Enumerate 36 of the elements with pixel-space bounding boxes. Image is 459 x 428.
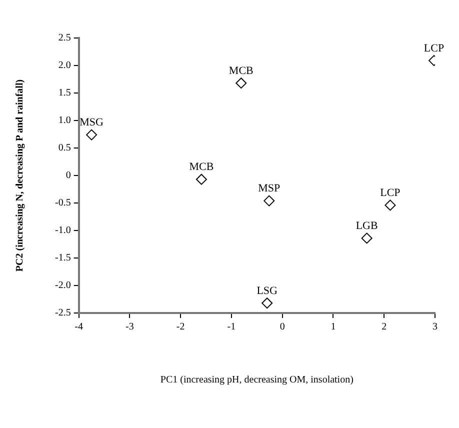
- annotation: LCP: [380, 187, 400, 200]
- y-tick-label: 1.5: [58, 88, 71, 99]
- y-tick-label: -0.5: [54, 198, 71, 209]
- y-tick-label: -1.5: [54, 252, 71, 264]
- y-tick-label: -1.0: [54, 225, 71, 236]
- annotation: LSG: [256, 284, 278, 297]
- x-tick-label: 0: [280, 322, 285, 333]
- annotation: MSP: [258, 182, 280, 195]
- annotation: MCB: [228, 64, 254, 77]
- point: [264, 195, 275, 206]
- point: [196, 174, 207, 185]
- y-tick-label: -2.5: [54, 308, 71, 319]
- x-tick-label: -2: [176, 322, 185, 333]
- y-tick-label: -2.0: [54, 280, 71, 292]
- annotation: MSG: [80, 116, 104, 129]
- y-axis-title: PC2 (increasing N, decreasing P and rainfall): [14, 79, 26, 272]
- annotation: LGB: [356, 220, 378, 232]
- point: [236, 78, 247, 89]
- point: [262, 298, 273, 309]
- x-tick-label: 2: [382, 322, 387, 333]
- annotation: LCP: [424, 42, 444, 54]
- x-tick-label: -4: [74, 322, 83, 333]
- y-tick-label: 0.5: [58, 142, 71, 154]
- y-tick-label: 1.0: [58, 115, 71, 126]
- x-tick-label: 3: [432, 322, 438, 333]
- x-tick-label: -3: [126, 322, 134, 333]
- annotation: MCB: [189, 161, 214, 174]
- y-tick-label: 2.0: [58, 60, 71, 72]
- y-tick-label: 0: [66, 170, 71, 182]
- point: [361, 232, 372, 244]
- x-tick-label: -1: [227, 322, 236, 333]
- x-axis-title: PC1 (increasing pH, decreasing OM, insolation): [160, 374, 354, 386]
- point: [86, 129, 98, 140]
- y-tick-label: 2.5: [58, 32, 71, 44]
- x-tick-label: 1: [330, 322, 336, 333]
- point: [384, 200, 396, 211]
